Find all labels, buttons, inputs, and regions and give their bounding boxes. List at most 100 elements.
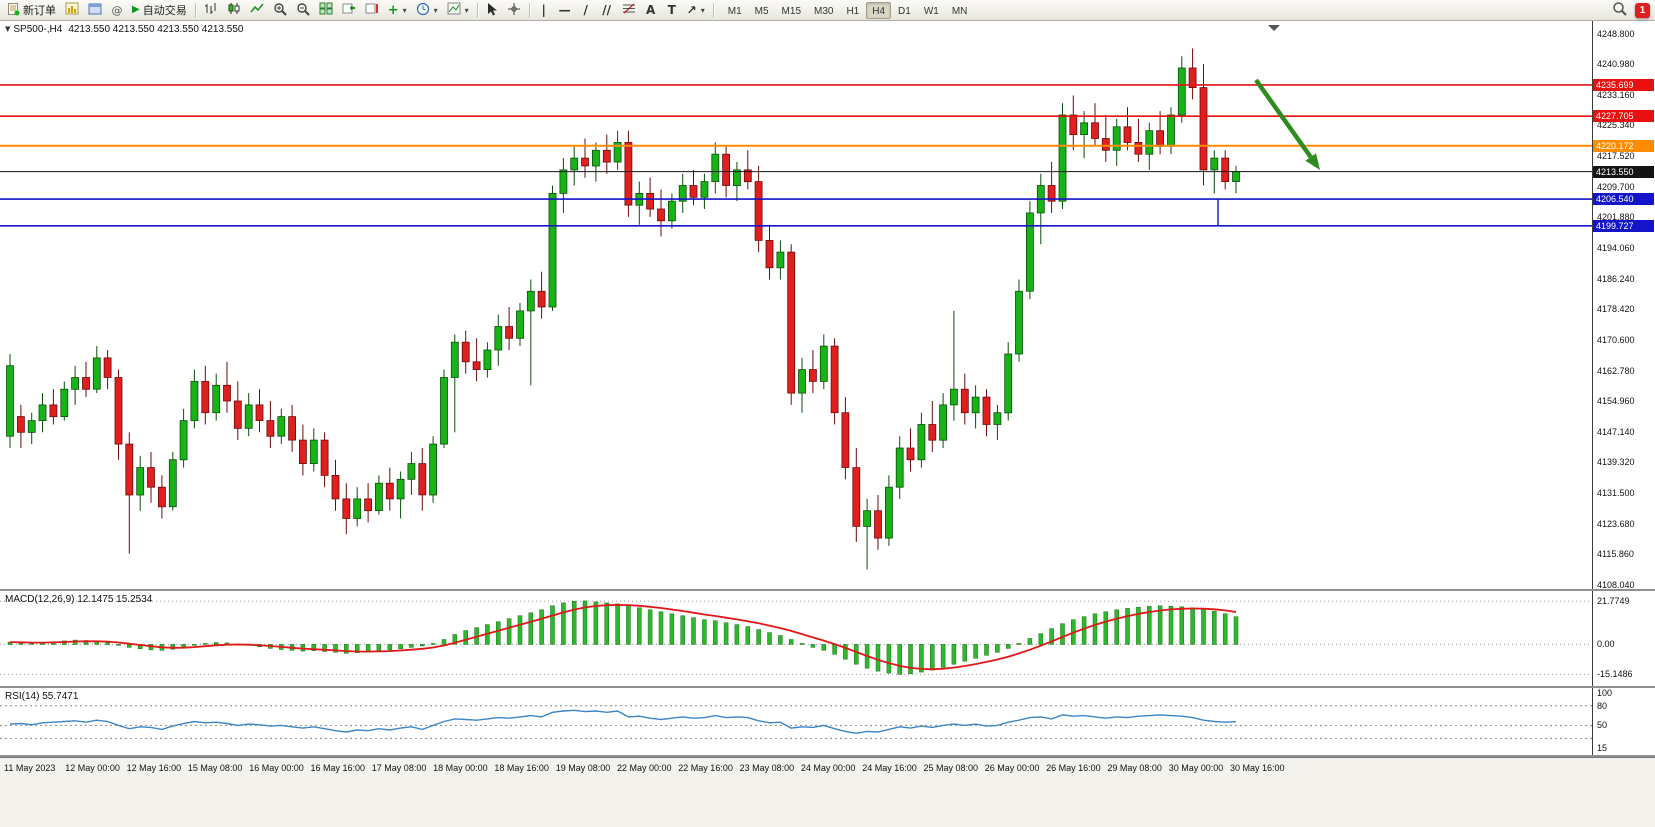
candlestick-chart-button[interactable] xyxy=(223,1,245,19)
macd-plot[interactable]: MACD(12,26,9) 12.1475 15.2534 xyxy=(0,591,1592,686)
clock-icon xyxy=(416,2,430,19)
price-tick: 4225.340 xyxy=(1597,120,1635,131)
price-tick: 4194.060 xyxy=(1597,243,1635,253)
macd-chart[interactable] xyxy=(0,591,1592,686)
crosshair-icon xyxy=(507,2,521,19)
toolbar-separator xyxy=(194,2,196,18)
rsi-chart[interactable] xyxy=(0,688,1592,755)
channel-button[interactable]: // xyxy=(597,1,617,19)
timeframe-mn[interactable]: MN xyxy=(951,5,968,17)
cursor-icon xyxy=(486,2,498,19)
time-label: 22 May 16:00 xyxy=(678,763,733,773)
zoom-in-button[interactable] xyxy=(269,1,291,19)
macd-axis[interactable]: 21.7749 0.00 -15.1486 xyxy=(1592,591,1655,686)
price-tick: 4162.780 xyxy=(1597,365,1635,376)
timeframe-m15[interactable]: M15 xyxy=(781,5,801,17)
time-label: 22 May 00:00 xyxy=(617,763,672,773)
chart-title: ▼ SP500-,H4 4213.550 4213.550 4213.550 421… xyxy=(5,24,243,35)
price-level-badge: 4227.705 xyxy=(1593,110,1654,123)
periods-button[interactable]: ▾ xyxy=(412,1,442,19)
price-level-badge: 4235.699 xyxy=(1593,78,1654,91)
chevron-down-icon: ▾ xyxy=(402,5,407,15)
rsi-plot[interactable]: RSI(14) 55.7471 xyxy=(0,688,1592,755)
indicators-button[interactable]: + ▾ xyxy=(384,1,411,19)
main-chart-panel: ▼ SP500-,H4 4213.550 4213.550 4213.550 421… xyxy=(0,21,1655,591)
timeframe-h1[interactable]: H1 xyxy=(846,5,860,17)
line-chart-button[interactable] xyxy=(246,1,268,19)
timeframe-m1[interactable]: M1 xyxy=(727,5,742,17)
autotrading-button[interactable]: ▶ 自动交易 xyxy=(128,1,191,19)
time-label: 18 May 00:00 xyxy=(433,763,488,773)
indicators-add-icon: + xyxy=(387,2,399,18)
templates-button[interactable]: ▾ xyxy=(443,1,473,19)
toolbar-separator xyxy=(712,2,714,18)
text-button[interactable]: A xyxy=(641,1,661,19)
autotrading-play-icon: ▶ xyxy=(132,4,140,15)
price-tick: 4178.420 xyxy=(1597,304,1635,315)
candlestick-chart[interactable] xyxy=(0,21,1592,589)
zoom-in-icon xyxy=(273,2,287,19)
ohlc-values: 4213.550 4213.550 4213.550 4213.550 xyxy=(68,24,244,35)
arrows-button[interactable]: ↗ ▾ xyxy=(683,1,709,19)
chevron-down-icon: ▾ xyxy=(700,5,705,15)
rsi-tick: 100 xyxy=(1597,688,1613,698)
timeframe-w1[interactable]: W1 xyxy=(923,5,939,17)
horizontal-line-button[interactable]: — xyxy=(555,1,575,19)
macd-label: MACD(12,26,9) 12.1475 15.2534 xyxy=(5,594,153,605)
new-order-button[interactable]: 新订单 xyxy=(3,1,60,19)
text-label-icon: T xyxy=(667,3,676,17)
trendline-icon: / xyxy=(583,3,588,17)
navigator-button[interactable]: @ xyxy=(107,1,127,19)
time-label: 30 May 16:00 xyxy=(1230,763,1285,773)
notification-badge[interactable]: 1 xyxy=(1635,2,1650,18)
cursor-button[interactable] xyxy=(482,1,502,19)
timeframe-d1[interactable]: D1 xyxy=(898,5,911,17)
auto-scroll-button[interactable] xyxy=(338,1,360,19)
text-label-button[interactable]: T xyxy=(662,1,682,19)
time-label: 26 May 16:00 xyxy=(1046,763,1101,773)
time-axis[interactable]: 11 May 2023 12 May 00:00 12 May 16:00 15 Ma… xyxy=(0,757,1655,827)
price-tick: 4248.800 xyxy=(1597,28,1635,39)
rsi-tick: 50 xyxy=(1597,720,1608,731)
rsi-panel: RSI(14) 55.7471 100 80 50 15 xyxy=(0,688,1655,757)
arrow-tool-icon: ↗ xyxy=(686,3,697,17)
chevron-down-icon: ▾ xyxy=(464,5,469,15)
search-button[interactable] xyxy=(1608,1,1631,19)
fibonacci-button[interactable] xyxy=(618,1,640,19)
new-order-icon xyxy=(7,2,20,19)
tile-windows-button[interactable] xyxy=(315,1,337,19)
price-tick: 4139.320 xyxy=(1597,457,1635,468)
zoom-out-button[interactable] xyxy=(292,1,314,19)
autotrading-label: 自动交易 xyxy=(142,5,187,17)
price-tick: 4217.520 xyxy=(1597,151,1635,162)
timeframe-m5[interactable]: M5 xyxy=(754,5,769,17)
bar-chart-button[interactable] xyxy=(200,1,222,19)
price-tick: 4233.160 xyxy=(1597,89,1635,100)
collapse-icon[interactable]: ▼ xyxy=(5,25,11,33)
crosshair-button[interactable] xyxy=(503,1,525,19)
chart-shift-button[interactable] xyxy=(361,1,383,19)
rsi-axis[interactable]: 100 80 50 15 xyxy=(1592,688,1655,755)
auto-scroll-icon xyxy=(342,2,356,18)
price-tick: 4154.960 xyxy=(1597,396,1635,407)
price-tick: 4209.700 xyxy=(1597,181,1635,192)
new-chart-button[interactable] xyxy=(61,1,83,19)
price-level-badge: 4220.172 xyxy=(1593,139,1654,152)
trend-arrow xyxy=(1254,78,1313,159)
chart-shift-marker xyxy=(1268,25,1280,31)
vertical-line-button[interactable]: | xyxy=(534,1,554,19)
rsi-line xyxy=(9,709,1237,735)
timeframe-h4[interactable]: H4 xyxy=(866,1,892,19)
profiles-button[interactable] xyxy=(84,1,106,19)
trendline-button[interactable]: / xyxy=(576,1,596,19)
profiles-icon xyxy=(88,2,102,18)
search-icon xyxy=(1612,1,1627,19)
chevron-down-icon: ▾ xyxy=(433,5,438,15)
timeframe-m30[interactable]: M30 xyxy=(814,5,834,17)
navigator-icon: @ xyxy=(111,3,123,17)
macd-panel: MACD(12,26,9) 12.1475 15.2534 21.7749 0.0… xyxy=(0,591,1655,688)
price-axis[interactable]: 4248.800 4240.980 4233.160 4225.340 4217.520… xyxy=(1592,21,1655,590)
current-price-badge: 4213.550 xyxy=(1593,165,1654,178)
main-chart-plot[interactable]: ▼ SP500-,H4 4213.550 4213.550 4213.550 421… xyxy=(0,21,1592,589)
macd-tick: -15.1486 xyxy=(1597,669,1633,680)
